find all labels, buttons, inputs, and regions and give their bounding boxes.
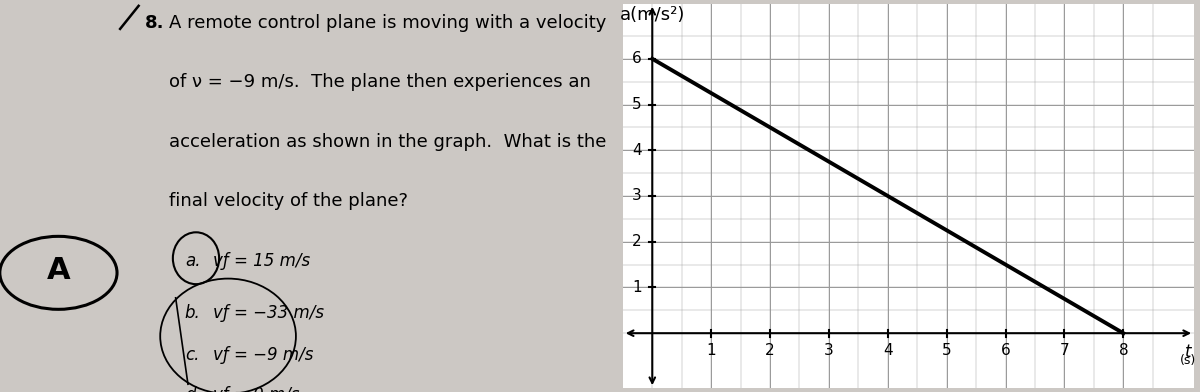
Text: d.: d.	[185, 386, 200, 392]
Text: A remote control plane is moving with a velocity: A remote control plane is moving with a …	[169, 14, 607, 31]
Text: 6: 6	[632, 51, 642, 66]
Text: 2: 2	[632, 234, 642, 249]
Text: 3: 3	[632, 189, 642, 203]
Text: 5: 5	[942, 343, 952, 358]
Text: final velocity of the plane?: final velocity of the plane?	[169, 192, 408, 210]
Text: vƒ = 15 m/s: vƒ = 15 m/s	[212, 252, 310, 270]
Text: A: A	[47, 256, 71, 285]
Text: 7: 7	[1060, 343, 1069, 358]
Text: t: t	[1184, 343, 1192, 361]
Text: a(m/s²): a(m/s²)	[620, 6, 685, 24]
Text: 2: 2	[766, 343, 775, 358]
Text: 3: 3	[824, 343, 834, 358]
Text: (s): (s)	[1180, 354, 1196, 367]
Text: 6: 6	[1001, 343, 1010, 358]
Text: vƒ = 0 m/s: vƒ = 0 m/s	[212, 386, 299, 392]
Text: vƒ = −33 m/s: vƒ = −33 m/s	[212, 303, 324, 321]
Text: of ν = −9 m/s.  The plane then experiences an: of ν = −9 m/s. The plane then experience…	[169, 73, 592, 91]
Text: 8: 8	[1118, 343, 1128, 358]
Text: 8.: 8.	[145, 14, 164, 31]
Text: 1: 1	[632, 280, 642, 295]
Text: 4: 4	[632, 143, 642, 158]
Text: a.: a.	[185, 252, 200, 270]
Text: c.: c.	[185, 346, 199, 364]
Text: acceleration as shown in the graph.  What is the: acceleration as shown in the graph. What…	[169, 132, 607, 151]
Text: 1: 1	[707, 343, 716, 358]
Text: 4: 4	[883, 343, 893, 358]
Text: 5: 5	[632, 97, 642, 112]
Text: vƒ = −9 m/s: vƒ = −9 m/s	[212, 346, 313, 364]
Text: b.: b.	[185, 303, 200, 321]
